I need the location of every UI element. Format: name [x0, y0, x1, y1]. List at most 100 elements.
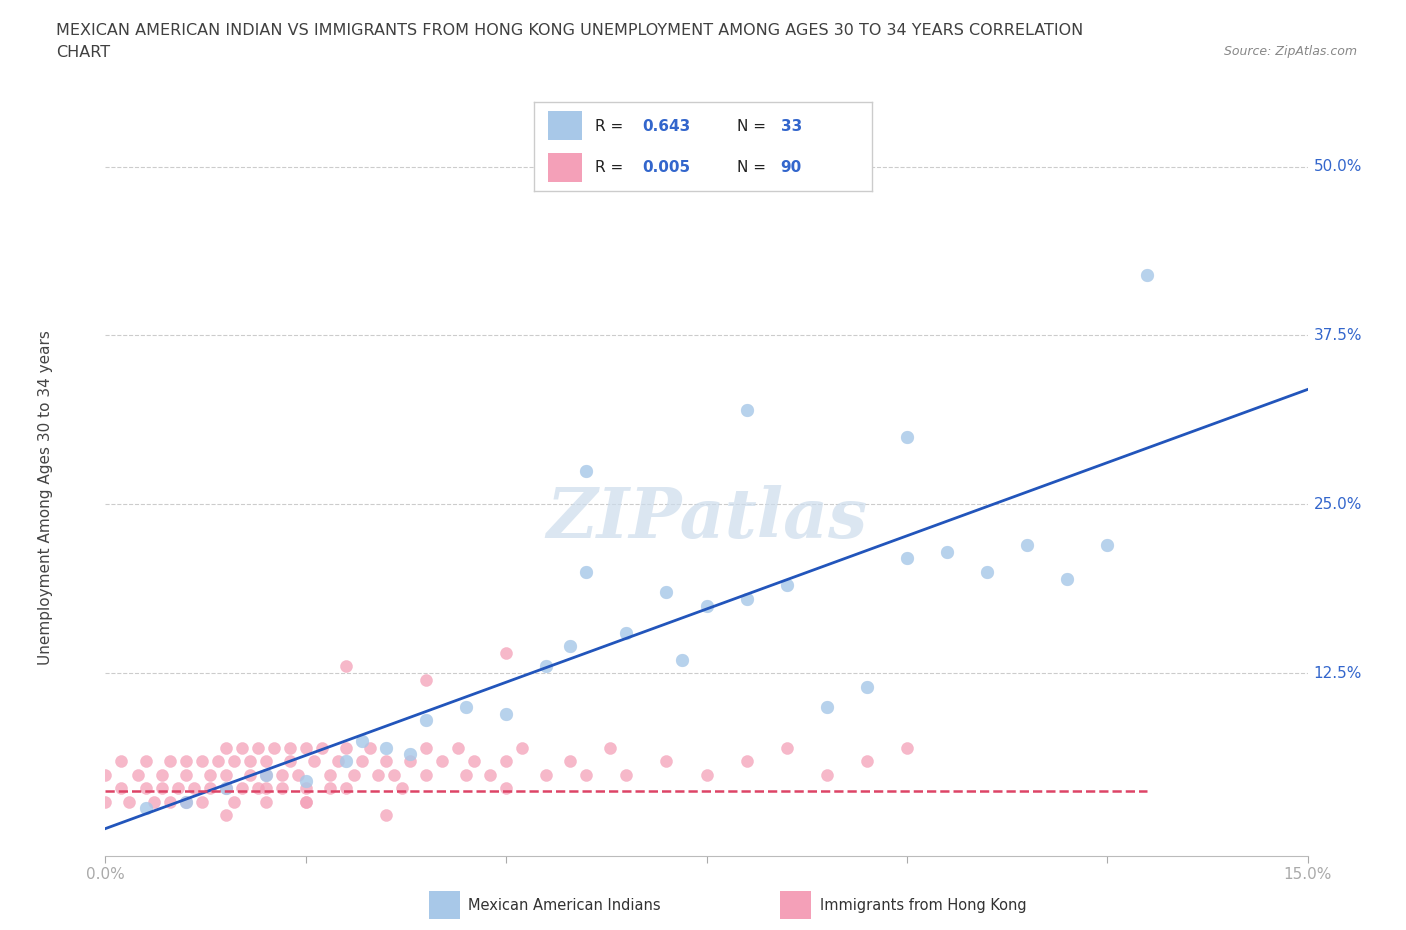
Point: [776, 740, 799, 755]
Point: [495, 780, 517, 795]
Point: [896, 430, 918, 445]
Text: N =: N =: [737, 160, 770, 175]
Point: [159, 794, 181, 809]
Text: 0.643: 0.643: [643, 119, 690, 134]
Text: Source: ZipAtlas.com: Source: ZipAtlas.com: [1223, 45, 1357, 58]
Point: [575, 463, 598, 478]
Point: [560, 753, 582, 768]
Point: [159, 753, 181, 768]
Point: [207, 753, 229, 768]
Point: [479, 767, 502, 782]
Point: [110, 780, 132, 795]
Point: [815, 699, 838, 714]
Point: [246, 780, 269, 795]
Point: [655, 585, 678, 600]
Point: [110, 753, 132, 768]
Point: [776, 578, 799, 592]
Text: Mexican American Indians: Mexican American Indians: [468, 898, 661, 913]
Point: [118, 794, 141, 809]
Point: [735, 753, 758, 768]
Point: [391, 780, 413, 795]
Point: [1136, 267, 1159, 282]
Point: [214, 780, 236, 795]
Point: [510, 740, 533, 755]
Text: R =: R =: [595, 119, 628, 134]
Point: [367, 767, 389, 782]
Point: [616, 625, 638, 640]
Point: [415, 713, 437, 728]
Point: [270, 767, 292, 782]
Point: [335, 780, 357, 795]
Text: CHART: CHART: [56, 45, 110, 60]
Text: 90: 90: [780, 160, 801, 175]
Point: [190, 794, 212, 809]
Point: [374, 753, 398, 768]
Point: [135, 801, 157, 816]
Point: [495, 645, 517, 660]
Text: 50.0%: 50.0%: [1313, 159, 1362, 174]
Text: MEXICAN AMERICAN INDIAN VS IMMIGRANTS FROM HONG KONG UNEMPLOYMENT AMONG AGES 30 : MEXICAN AMERICAN INDIAN VS IMMIGRANTS FR…: [56, 23, 1084, 38]
Text: R =: R =: [595, 160, 628, 175]
Text: N =: N =: [737, 119, 770, 134]
Point: [560, 639, 582, 654]
Text: 33: 33: [780, 119, 801, 134]
Point: [735, 591, 758, 606]
Point: [415, 740, 437, 755]
Point: [1097, 538, 1119, 552]
Point: [295, 794, 318, 809]
Point: [214, 807, 236, 822]
Point: [463, 753, 485, 768]
Point: [198, 767, 221, 782]
Point: [335, 740, 357, 755]
Point: [399, 753, 422, 768]
Point: [936, 544, 959, 559]
Point: [335, 753, 357, 768]
Point: [246, 740, 269, 755]
Point: [374, 740, 398, 755]
Point: [295, 740, 318, 755]
Point: [454, 699, 477, 714]
Point: [896, 740, 918, 755]
Point: [150, 767, 173, 782]
Point: [254, 794, 277, 809]
Point: [319, 767, 342, 782]
Bar: [548, 112, 582, 140]
Point: [295, 780, 318, 795]
Point: [415, 672, 437, 687]
Point: [655, 753, 678, 768]
Point: [575, 767, 598, 782]
Point: [239, 753, 262, 768]
Point: [495, 706, 517, 721]
Point: [174, 794, 197, 809]
Point: [696, 598, 718, 613]
Point: [343, 767, 366, 782]
Text: 0.005: 0.005: [643, 160, 690, 175]
Text: ZIPatlas: ZIPatlas: [546, 485, 868, 552]
Point: [231, 740, 253, 755]
Point: [254, 767, 277, 782]
Point: [616, 767, 638, 782]
Point: [135, 753, 157, 768]
Point: [447, 740, 470, 755]
Point: [534, 767, 557, 782]
Point: [222, 794, 245, 809]
Point: [254, 753, 277, 768]
Point: [311, 740, 333, 755]
Point: [359, 740, 381, 755]
Point: [415, 767, 437, 782]
Text: 25.0%: 25.0%: [1313, 497, 1362, 512]
Point: [142, 794, 165, 809]
Point: [263, 740, 285, 755]
Point: [166, 780, 188, 795]
Point: [287, 767, 309, 782]
Point: [302, 753, 325, 768]
Point: [454, 767, 477, 782]
Point: [896, 551, 918, 565]
Point: [430, 753, 453, 768]
Point: [399, 747, 422, 762]
Point: [1017, 538, 1039, 552]
Text: 12.5%: 12.5%: [1313, 666, 1362, 681]
Point: [295, 794, 318, 809]
Point: [382, 767, 405, 782]
Point: [319, 780, 342, 795]
